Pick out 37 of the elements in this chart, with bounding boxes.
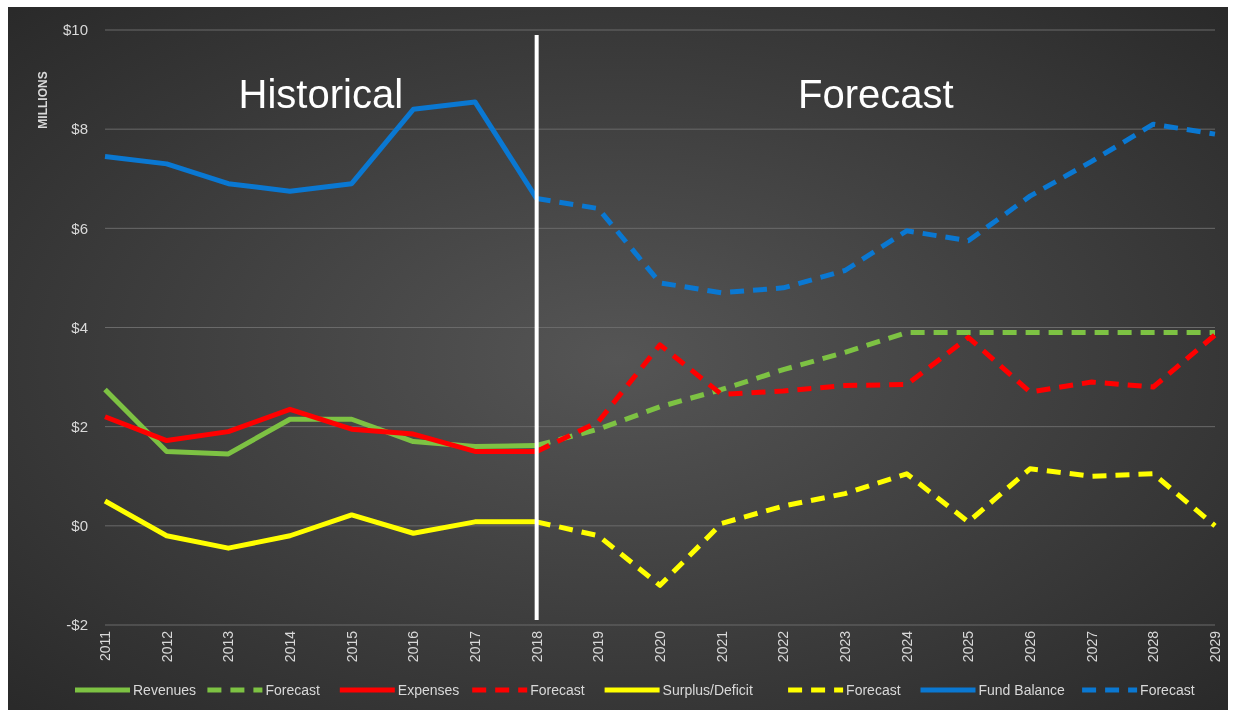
x-tick-label: 2019: [590, 630, 607, 663]
x-tick-label: 2026: [1021, 630, 1038, 663]
annotation: Historical: [238, 72, 404, 116]
legend-label: Forecast: [530, 681, 585, 698]
x-tick-label: 2012: [158, 630, 175, 663]
x-tick-label: 2013: [220, 630, 237, 663]
x-tick-label: 2015: [343, 630, 360, 663]
y-tick-label: $8: [71, 120, 88, 138]
x-tick-label: 2028: [1145, 630, 1162, 663]
legend-label: Forecast: [265, 681, 320, 698]
x-tick-label: 2016: [405, 630, 422, 663]
y-tick-label: $2: [71, 417, 88, 435]
legend-label: Forecast: [846, 681, 901, 698]
x-tick-label: 2011: [96, 630, 113, 662]
y-tick-label: $10: [62, 21, 88, 39]
legend-label: Expenses: [397, 681, 460, 698]
y-tick-label: $4: [71, 318, 88, 336]
annotation: Forecast: [798, 72, 954, 116]
y-tick-label: -$2: [66, 616, 88, 634]
x-tick-label: 2014: [281, 630, 298, 663]
legend-label: Fund Balance: [978, 681, 1066, 698]
x-tick-label: 2024: [898, 630, 915, 663]
legend-label: Revenues: [133, 681, 197, 698]
legend-label: Surplus/Deficit: [662, 681, 753, 698]
y-axis-title: MILLIONS: [36, 71, 50, 129]
y-tick-label: $6: [71, 219, 88, 237]
x-tick-label: 2020: [651, 630, 668, 663]
legend-label: Forecast: [1140, 681, 1195, 698]
x-tick-label: 2025: [960, 630, 977, 663]
x-tick-label: 2021: [713, 630, 730, 663]
x-tick-label: 2022: [775, 630, 792, 663]
x-tick-label: 2029: [1206, 630, 1223, 663]
y-tick-label: $0: [71, 517, 88, 535]
x-tick-label: 2023: [836, 630, 853, 663]
x-tick-label: 2027: [1083, 630, 1100, 663]
x-tick-label: 2017: [466, 630, 483, 663]
x-tick-label: 2018: [528, 630, 545, 663]
